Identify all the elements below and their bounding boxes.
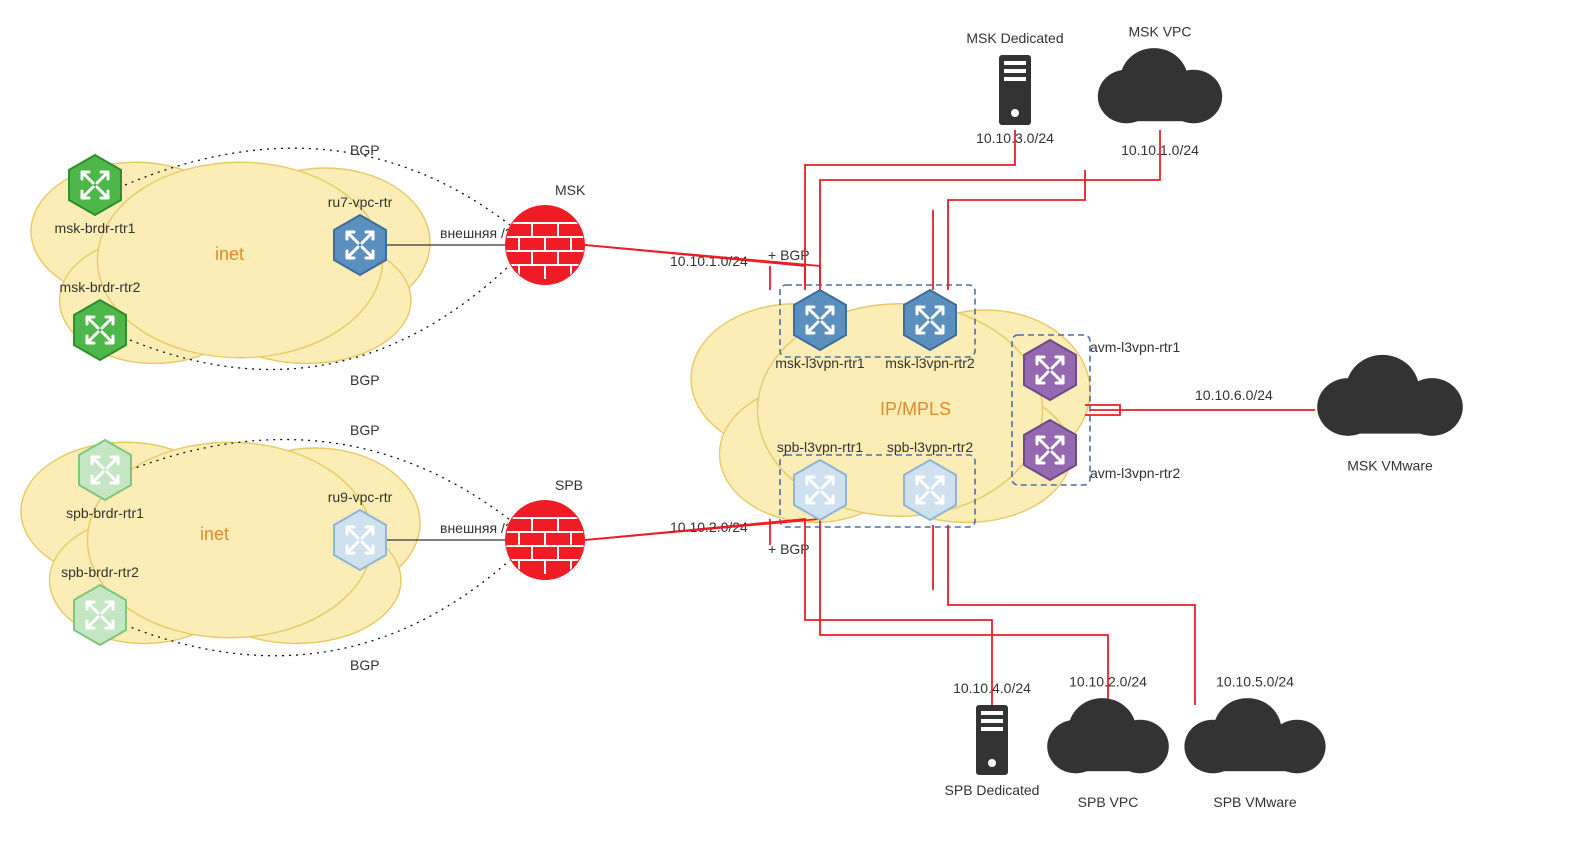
cloud-label: IP/MPLS: [880, 399, 951, 419]
server-spb_ded: [976, 705, 1008, 775]
darkcloud-text: VPC: [1081, 726, 1135, 756]
router-label: avm-l3vpn-rtr1: [1090, 339, 1180, 355]
bgp-label: BGP: [350, 372, 380, 388]
cloud-label: inet: [215, 244, 244, 264]
subnet-label: 10.10.3.0/24: [976, 130, 1054, 146]
subnet-label: 10.10.2.0/24: [1069, 674, 1147, 690]
darkcloud-label: MSK VMware: [1347, 458, 1433, 474]
red-link: [820, 130, 1160, 285]
firewall-label: MSK: [555, 182, 586, 198]
darkcloud-text: VMware: [1356, 394, 1424, 414]
darkcloud-text: VMware: [1221, 734, 1289, 754]
server-label: MSK Dedicated: [966, 30, 1063, 46]
network-diagram: inetinetIP/MPLSвнешняя /29внешняя /29BGP…: [0, 0, 1587, 864]
red-link: [820, 525, 1108, 705]
red-link: [948, 170, 1085, 290]
server-label: SPB Dedicated: [945, 782, 1040, 798]
red-link: [805, 130, 1015, 285]
darkcloud-label: SPB VMware: [1213, 794, 1296, 810]
bgp-label: BGP: [350, 142, 380, 158]
subnet-label: 10.10.6.0/24: [1195, 387, 1273, 403]
subnet-label: 10.10.5.0/24: [1216, 674, 1294, 690]
firewall-label: SPB: [555, 477, 583, 493]
bgp-label: BGP: [350, 657, 380, 673]
darkcloud-label: MSK VPC: [1128, 24, 1191, 40]
router-label: spb-brdr-rtr2: [61, 564, 139, 580]
subnet-label: + BGP: [768, 247, 810, 263]
darkcloud-text: VPC: [1133, 76, 1187, 106]
router-label: spb-l3vpn-rtr2: [887, 439, 974, 455]
router-label: msk-brdr-rtr1: [55, 220, 136, 236]
router-label: ru9-vpc-rtr: [328, 489, 393, 505]
router-label: spb-l3vpn-rtr1: [777, 439, 864, 455]
server-msk_ded: [999, 55, 1031, 125]
cloud-label: inet: [200, 524, 229, 544]
router-label: msk-l3vpn-rtr1: [775, 355, 865, 371]
router-label: ru7-vpc-rtr: [328, 194, 393, 210]
subnet-label: 10.10.1.0/24: [1121, 142, 1199, 158]
darkcloud-label: SPB VPC: [1078, 794, 1139, 810]
router-label: msk-l3vpn-rtr2: [885, 355, 975, 371]
subnet-label: 10.10.4.0/24: [953, 680, 1031, 696]
router-label: spb-brdr-rtr1: [66, 505, 144, 521]
bgp-label: BGP: [350, 422, 380, 438]
router-label: avm-l3vpn-rtr2: [1090, 465, 1180, 481]
red-link: [805, 525, 992, 705]
subnet-label: + BGP: [768, 541, 810, 557]
router-label: msk-brdr-rtr2: [60, 279, 141, 295]
